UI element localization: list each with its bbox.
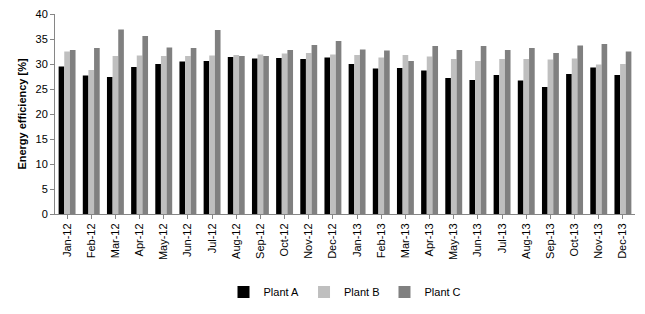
svg-text:10: 10 bbox=[36, 158, 48, 170]
svg-text:May-13: May-13 bbox=[447, 223, 459, 260]
svg-text:Energy efficiency [%]: Energy efficiency [%] bbox=[16, 58, 28, 170]
svg-text:15: 15 bbox=[36, 133, 48, 145]
svg-text:Aug-13: Aug-13 bbox=[520, 223, 532, 258]
svg-text:Jun-13: Jun-13 bbox=[471, 223, 483, 257]
svg-text:Jan-13: Jan-13 bbox=[351, 223, 363, 257]
svg-text:Sep-12: Sep-12 bbox=[254, 223, 266, 258]
svg-text:Plant C: Plant C bbox=[424, 286, 460, 298]
svg-text:40: 40 bbox=[36, 8, 48, 20]
svg-text:Oct-12: Oct-12 bbox=[278, 223, 290, 256]
svg-text:0: 0 bbox=[42, 208, 48, 220]
svg-text:Nov-12: Nov-12 bbox=[302, 223, 314, 258]
svg-text:Jul-12: Jul-12 bbox=[206, 223, 218, 253]
svg-text:25: 25 bbox=[36, 83, 48, 95]
svg-text:Dec-12: Dec-12 bbox=[326, 223, 338, 258]
svg-text:Jun-12: Jun-12 bbox=[181, 223, 193, 257]
svg-text:Feb-12: Feb-12 bbox=[85, 223, 97, 258]
svg-text:35: 35 bbox=[36, 33, 48, 45]
svg-text:Dec-13: Dec-13 bbox=[616, 223, 628, 258]
svg-text:Plant B: Plant B bbox=[344, 286, 379, 298]
svg-text:Plant A: Plant A bbox=[264, 286, 300, 298]
svg-text:Sep-13: Sep-13 bbox=[544, 223, 556, 258]
svg-text:Jul-13: Jul-13 bbox=[496, 223, 508, 253]
svg-text:5: 5 bbox=[42, 183, 48, 195]
svg-text:30: 30 bbox=[36, 58, 48, 70]
svg-text:Mar-12: Mar-12 bbox=[109, 223, 121, 258]
svg-text:Mar-13: Mar-13 bbox=[399, 223, 411, 258]
svg-text:Apr-12: Apr-12 bbox=[133, 223, 145, 256]
svg-text:Jan-12: Jan-12 bbox=[61, 223, 73, 257]
svg-text:Apr-13: Apr-13 bbox=[423, 223, 435, 256]
svg-text:May-12: May-12 bbox=[157, 223, 169, 260]
svg-text:Aug-12: Aug-12 bbox=[230, 223, 242, 258]
svg-text:Oct-13: Oct-13 bbox=[568, 223, 580, 256]
svg-text:20: 20 bbox=[36, 108, 48, 120]
svg-text:Feb-13: Feb-13 bbox=[375, 223, 387, 258]
svg-text:Nov-13: Nov-13 bbox=[592, 223, 604, 258]
